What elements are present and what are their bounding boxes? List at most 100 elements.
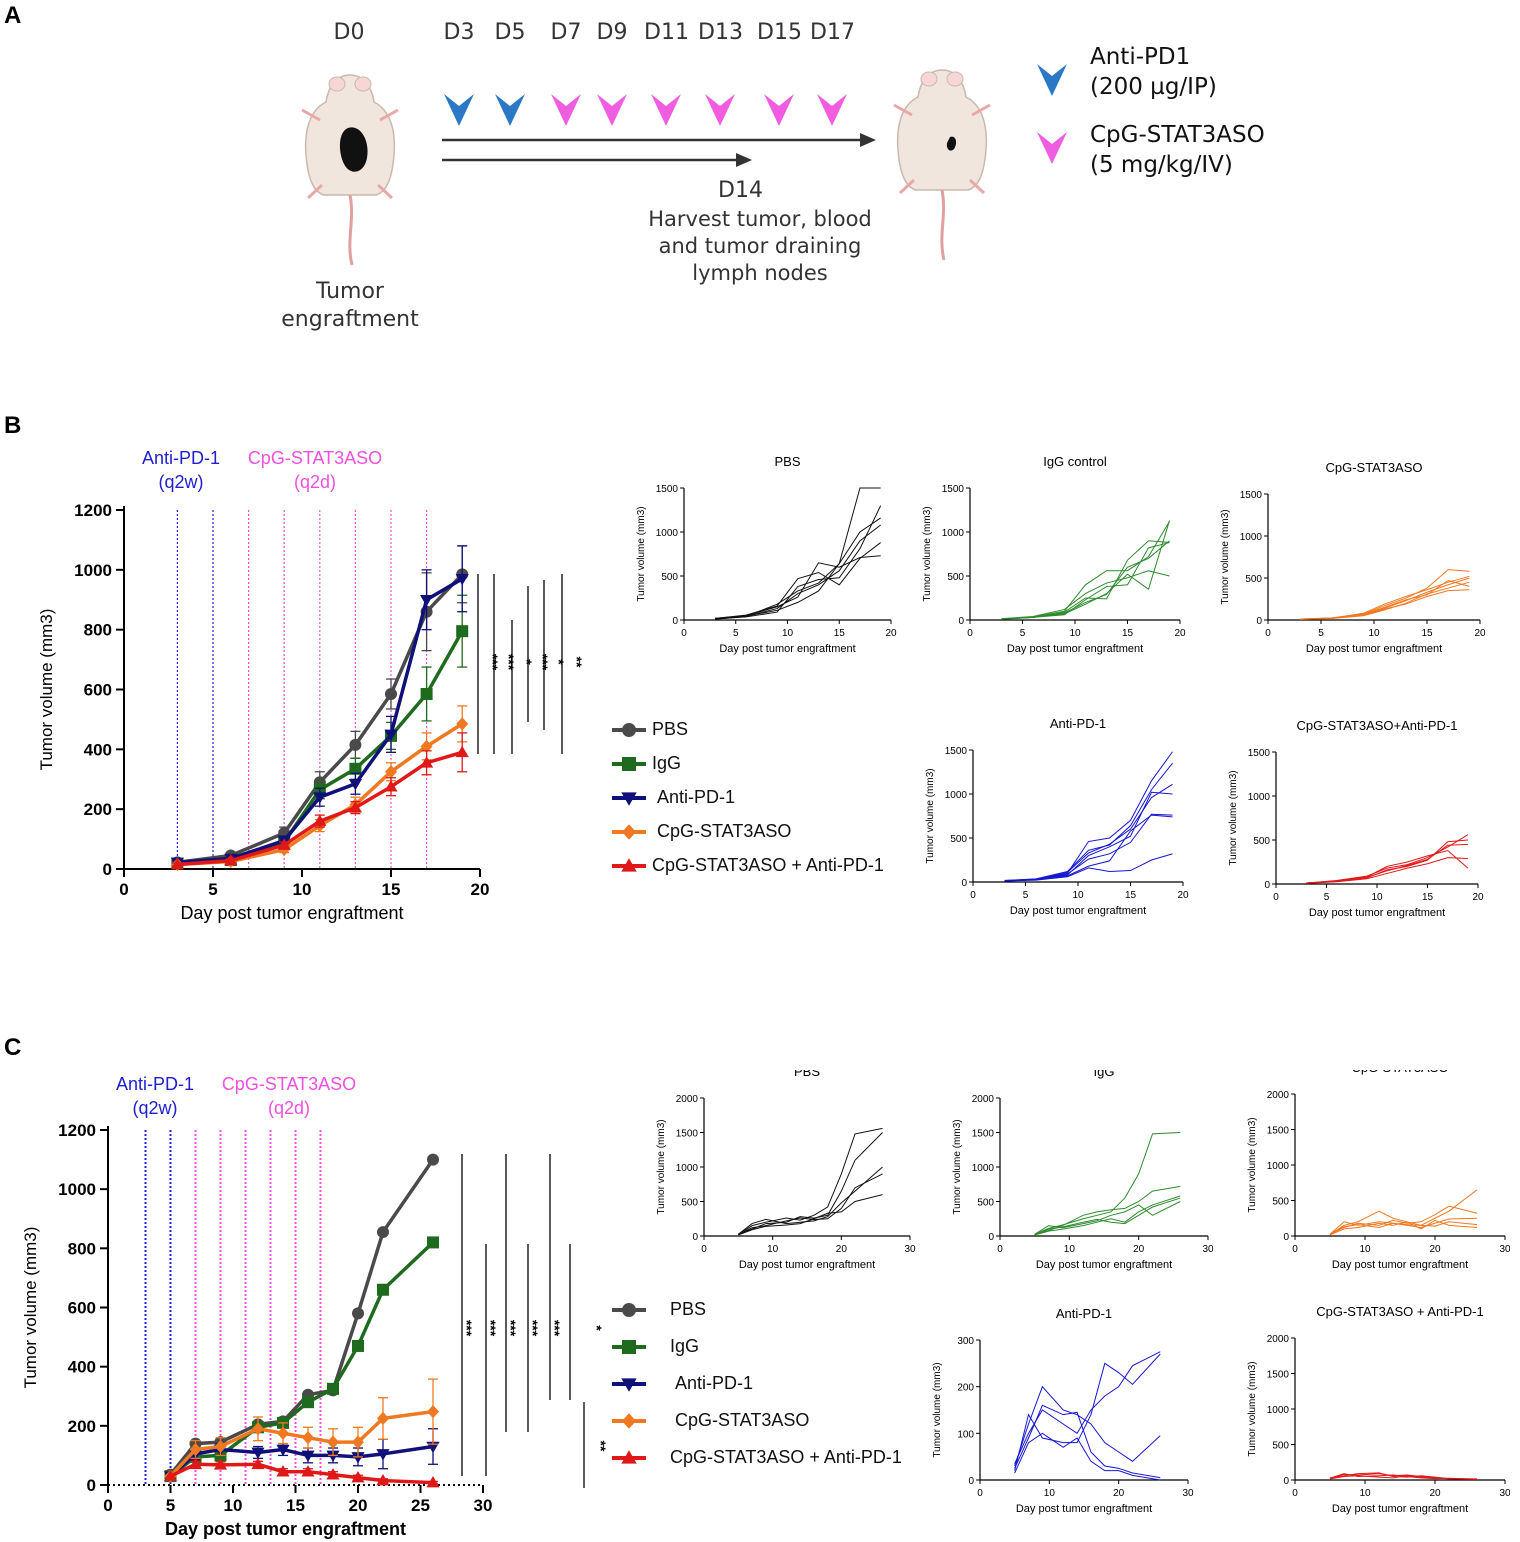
animal-line — [1001, 520, 1170, 620]
y-tick-label: 500 — [1272, 1197, 1289, 1208]
data-point — [327, 1382, 339, 1395]
data-point — [384, 780, 398, 792]
x-tick-label: 0 — [103, 1496, 112, 1515]
x-axis-label: Day post tumor engraftment — [1306, 643, 1442, 655]
x-axis-label: Day post tumor engraftment — [1332, 1503, 1468, 1515]
legend-anti-pd1: Anti-PD1 (200 µg/IP) — [1090, 44, 1217, 100]
y-axis-label: Tumor volume (mm3) — [636, 506, 647, 601]
data-point — [163, 1469, 178, 1481]
data-point — [351, 1452, 365, 1464]
y-tick-label: 200 — [68, 1417, 96, 1436]
x-tick-label: 10 — [1069, 628, 1081, 639]
x-tick-label: 0 — [997, 1244, 1003, 1255]
x-tick-label: 5 — [1318, 628, 1324, 639]
y-tick-label: 1500 — [1267, 1370, 1290, 1381]
animal-line — [1001, 521, 1170, 620]
x-axis-label: Day post tumor engraftment — [719, 643, 855, 655]
x-tick-label: 0 — [681, 628, 687, 639]
y-tick-label: 0 — [988, 1232, 994, 1243]
y-tick-label: 300 — [957, 1336, 974, 1347]
y-tick-label: 500 — [1272, 1441, 1289, 1452]
animal-line — [1001, 540, 1170, 620]
dose-label-anti-b: Anti-PD-1 (q2w) — [141, 448, 221, 492]
x-tick-label: 5 — [1324, 892, 1330, 903]
animal-line — [1014, 1353, 1161, 1471]
data-point — [455, 574, 469, 586]
data-point — [376, 1449, 390, 1461]
legend-label: IgG — [670, 1336, 700, 1356]
animal-line — [715, 517, 881, 620]
series-line — [169, 1158, 435, 1476]
y-tick-label: 500 — [950, 834, 967, 845]
y-tick-label: 1500 — [656, 484, 679, 495]
data-point — [621, 1378, 637, 1392]
y-tick-label: 1500 — [676, 1129, 699, 1140]
data-point — [385, 765, 397, 779]
data-point — [427, 1236, 439, 1249]
data-point — [326, 1450, 340, 1463]
y-tick-label: 800 — [84, 621, 112, 640]
data-point — [352, 1435, 364, 1449]
data-point — [327, 1435, 339, 1449]
data-point — [622, 1413, 636, 1429]
y-tick-label: 0 — [961, 878, 967, 889]
animal-line — [1329, 1221, 1478, 1236]
x-tick-label: 20 — [1474, 628, 1486, 639]
chart-b-main: 0 200 400 600 800 1000 1200 0 5 10 15 20 Day post tu… — [37, 501, 585, 923]
x-tick-label: 30 — [1499, 1488, 1510, 1499]
x-axis-label: Day post tumor engraftment — [1007, 643, 1143, 655]
legend-label: IgG — [652, 753, 682, 773]
dose-marker-icon — [551, 94, 581, 126]
x-tick-label: 10 — [1044, 1488, 1056, 1499]
y-axis-label: Tumor volume (mm3) — [21, 1227, 40, 1389]
y-tick-label: 500 — [1253, 836, 1270, 847]
data-point — [420, 687, 433, 700]
dose-marker-icon — [651, 94, 681, 126]
data-point — [621, 858, 637, 872]
series-line — [169, 1444, 434, 1478]
y-tick-label: 1000 — [1248, 792, 1271, 803]
legend-cpg: CpG-STAT3ASO (5 mg/kg/IV) — [1090, 122, 1265, 178]
animal-line — [1001, 542, 1170, 620]
small-chart-title: IgG — [1094, 1070, 1115, 1079]
y-axis-label: Tumor volume (mm3) — [922, 506, 933, 601]
small-chart-b-anti: Anti-PD-1 0 500 1000 1500 0 5 10 15 20 Day post tu… — [925, 716, 1189, 917]
data-point — [313, 792, 327, 804]
x-axis-label: Day post tumor engraftment — [165, 1519, 406, 1539]
significance-label: *** — [485, 654, 501, 671]
y-tick-label: 2000 — [1267, 1334, 1290, 1345]
x-tick-label: 0 — [970, 890, 976, 901]
x-tick-label: 10 — [1359, 1244, 1371, 1255]
x-tick-label: 20 — [1113, 1488, 1125, 1499]
data-point — [348, 801, 362, 813]
significance-label: *** — [535, 654, 551, 671]
animal-line — [1306, 843, 1468, 884]
y-tick-label: 1500 — [1248, 748, 1271, 759]
y-tick-label: 1500 — [942, 484, 965, 495]
animal-line — [1306, 834, 1469, 884]
y-tick-label: 500 — [1245, 574, 1262, 585]
x-axis-label: Day post tumor engraftment — [1332, 1259, 1468, 1271]
small-chart-title: CpG-STAT3ASO — [1325, 460, 1422, 475]
data-point — [385, 687, 397, 700]
x-tick-label: 0 — [1292, 1244, 1298, 1255]
x-tick-label: 15 — [1421, 628, 1433, 639]
y-tick-label: 0 — [1264, 880, 1270, 891]
data-point — [621, 792, 637, 806]
series-pbs — [164, 1153, 439, 1481]
x-tick-label: 15 — [382, 880, 401, 899]
y-tick-label: 500 — [977, 1198, 994, 1209]
y-tick-label: 0 — [692, 1232, 698, 1243]
y-tick-label: 1200 — [58, 1121, 96, 1140]
data-point — [427, 1153, 439, 1166]
data-point — [456, 625, 469, 638]
legend-b — [612, 723, 646, 872]
small-chart-title: IgG control — [1043, 454, 1107, 469]
y-tick-label: 1000 — [972, 1163, 995, 1174]
x-tick-label: 20 — [1177, 890, 1189, 901]
x-tick-label: 10 — [1371, 892, 1383, 903]
data-point — [455, 745, 469, 758]
x-axis-label: Day post tumor engraftment — [1016, 1503, 1152, 1515]
panel-letter-c: C — [4, 1034, 22, 1061]
x-axis-label: Day post tumor engraftment — [1010, 905, 1146, 917]
